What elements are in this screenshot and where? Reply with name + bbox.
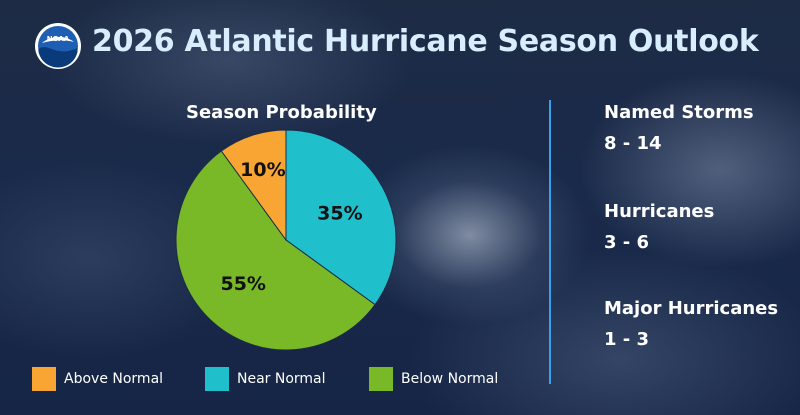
stat-label: Major Hurricanes bbox=[604, 298, 779, 319]
pie-slice-label: 55% bbox=[220, 273, 265, 295]
legend-swatch bbox=[369, 367, 393, 391]
page-title: 2026 Atlantic Hurricane Season Outlook bbox=[92, 24, 759, 59]
noaa-logo-icon: NOAA bbox=[35, 23, 81, 69]
stat-major-hurricanes: Major Hurricanes 1 - 3 bbox=[604, 298, 778, 350]
legend-item-above-normal: Above Normal bbox=[32, 366, 163, 392]
logo-text: NOAA bbox=[47, 35, 70, 43]
stat-label: Hurricanes bbox=[604, 201, 715, 222]
stat-hurricanes: Hurricanes 3 - 6 bbox=[604, 201, 714, 253]
pie-slice-label: 10% bbox=[240, 159, 285, 181]
legend-swatch bbox=[32, 367, 56, 391]
legend-label: Below Normal bbox=[401, 371, 499, 387]
stat-named-storms: Named Storms 8 - 14 bbox=[604, 102, 754, 154]
legend-label: Near Normal bbox=[237, 371, 326, 387]
pie-slice-near-normal bbox=[285, 129, 397, 306]
legend-item-below-normal: Below Normal bbox=[369, 366, 498, 392]
stat-value: 3 - 6 bbox=[604, 232, 650, 253]
divider-line bbox=[549, 100, 551, 384]
pie-slice-below-normal bbox=[175, 150, 376, 351]
pie-slice-above-normal bbox=[220, 129, 287, 242]
pie-chart-title: Season Probability bbox=[186, 102, 377, 123]
stat-label: Named Storms bbox=[604, 102, 754, 123]
legend-swatch bbox=[205, 367, 229, 391]
pie-slice-label: 35% bbox=[317, 203, 362, 225]
stat-value: 8 - 14 bbox=[604, 133, 662, 154]
legend-label: Above Normal bbox=[64, 371, 164, 387]
stat-value: 1 - 3 bbox=[604, 329, 650, 350]
legend-item-near-normal: Near Normal bbox=[205, 366, 326, 392]
